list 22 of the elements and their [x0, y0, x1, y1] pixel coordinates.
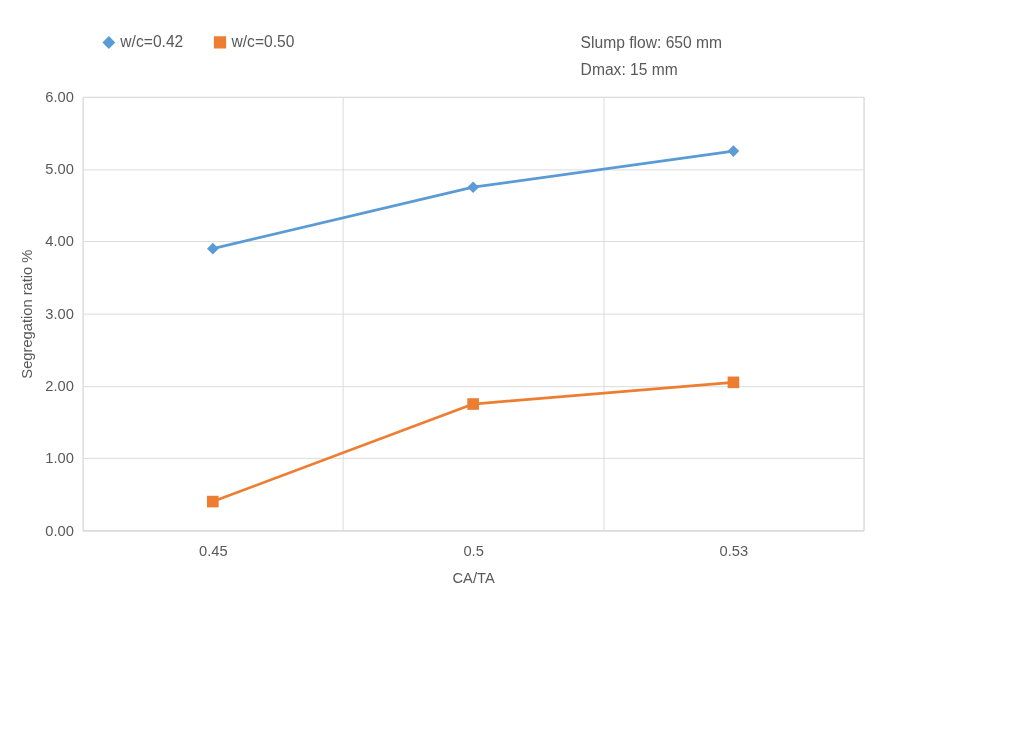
x-tick-label: 0.53 [719, 542, 749, 559]
x-tick-label: 0.5 [463, 542, 484, 559]
text: Slump flow: 650 mm [580, 34, 723, 52]
y-tick-label: 1.00 [45, 450, 74, 467]
point [467, 181, 479, 194]
y-tick-label: 6.00 [45, 88, 74, 105]
point [727, 145, 740, 157]
point [207, 242, 219, 255]
y-tick-label: 2.00 [45, 378, 74, 394]
y-axis-title: Segregation ratio % [18, 249, 35, 379]
legend-label: w/c=0.42 [119, 33, 184, 51]
point [727, 376, 740, 389]
y-tick-label: 5.00 [45, 161, 74, 178]
y-tick-label: 3.00 [45, 305, 74, 322]
y-tick-label: 4.00 [45, 233, 74, 250]
text: Dmax: 15 mm [580, 60, 678, 78]
point [207, 495, 219, 508]
x-axis-title: CA/TA [452, 570, 495, 587]
point [467, 398, 479, 410]
y-tick-label: 0.00 [45, 522, 74, 539]
legend-label: w/c=0.50 [230, 33, 295, 51]
x-tick-label: 0.45 [198, 542, 228, 559]
